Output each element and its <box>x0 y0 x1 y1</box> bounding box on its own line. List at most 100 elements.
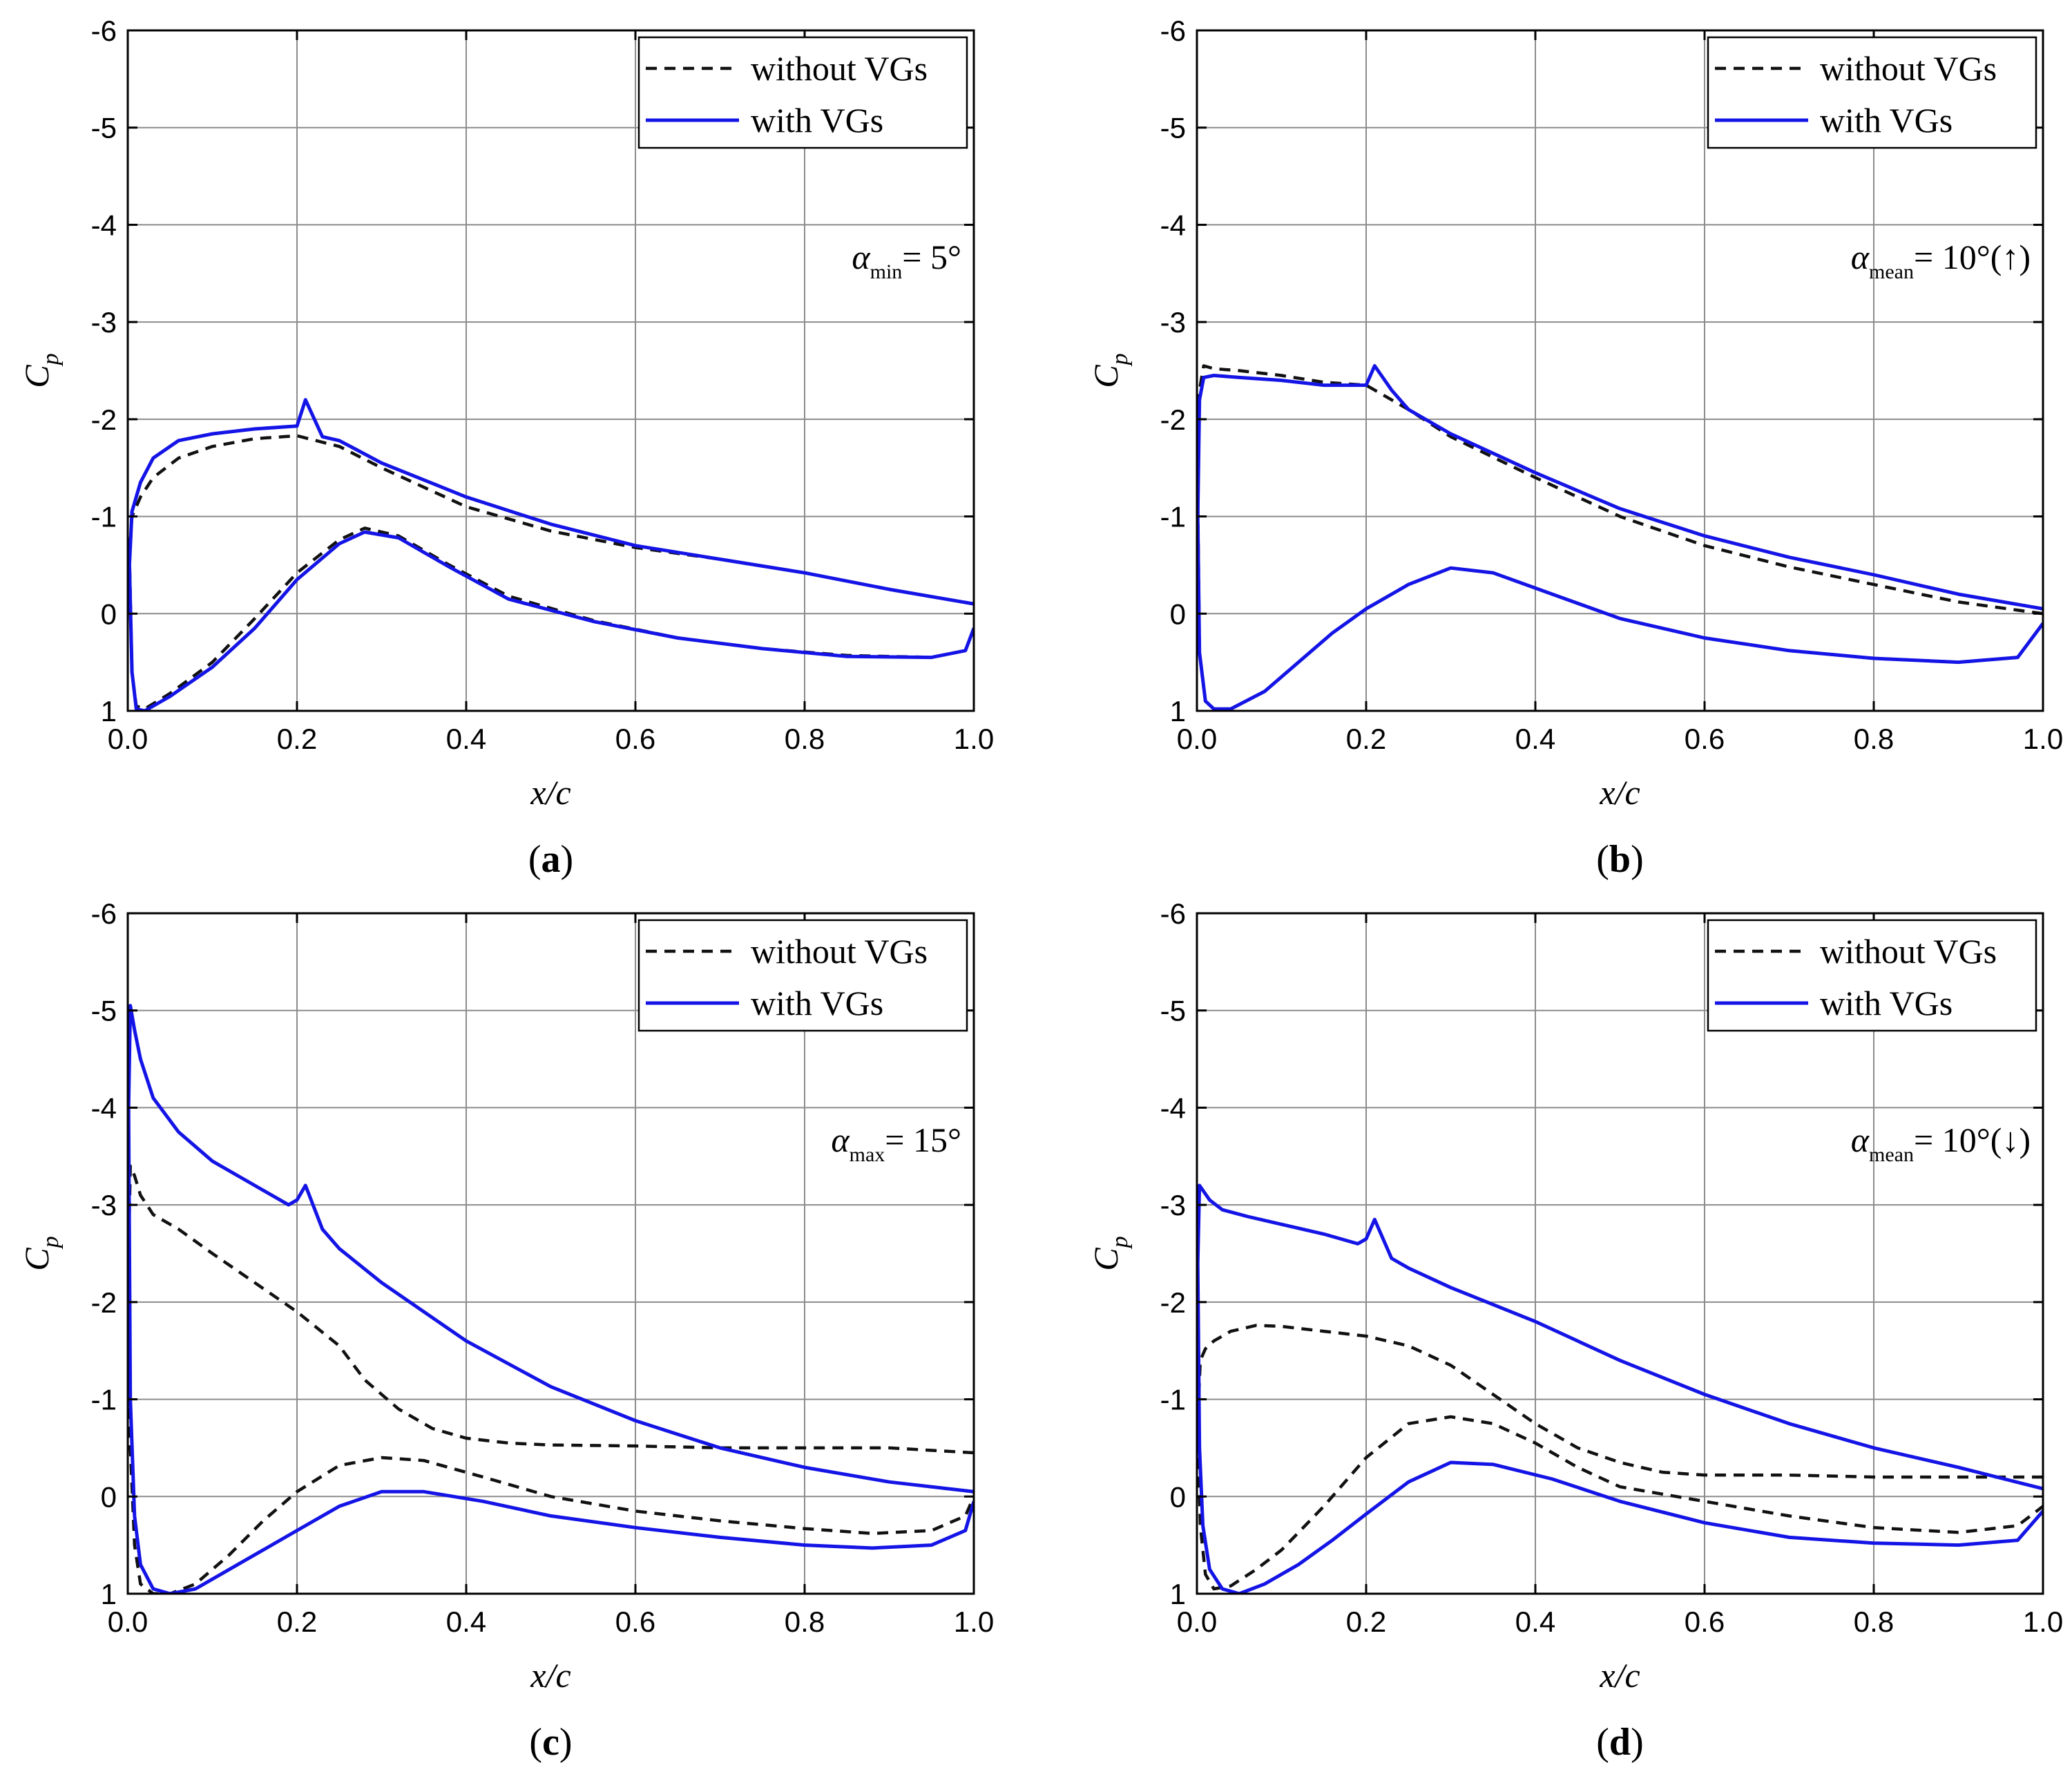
y-tick-label: 1 <box>1170 695 1186 727</box>
annotation-greek: α <box>1851 238 1870 276</box>
y-tick-label: 1 <box>101 695 117 727</box>
y-axis-label: Cp <box>1086 1236 1133 1270</box>
plot-frame <box>126 29 975 712</box>
legend-label-with-vgs: with VGs <box>1820 101 1953 140</box>
series-without-vgs <box>1197 1324 2043 1591</box>
y-tick-label: 1 <box>1170 1578 1186 1610</box>
x-tick-label: 0.6 <box>615 1605 655 1638</box>
y-tick-label: -6 <box>91 897 117 930</box>
legend-label-with-vgs: with VGs <box>1820 984 1953 1022</box>
panel-label-letter: a <box>541 838 561 881</box>
x-tick-label: 0.8 <box>785 723 825 755</box>
legend-label-with-vgs: with VGs <box>751 984 883 1022</box>
y-tick-label: -5 <box>1160 112 1186 144</box>
panel-label-letter: c <box>542 1721 559 1764</box>
chart-panel-c: 0.0 0.2 0.4 0.6 0.8 1.0 -6 -5 -4 -3 -2 -1 0 1 x/c Cp wit… <box>17 897 994 1764</box>
y-tick-label: -4 <box>91 1091 117 1124</box>
y-tick-label: -1 <box>1160 1384 1186 1416</box>
series-without-vgs <box>1197 364 2043 711</box>
x-tick-label: 1.0 <box>2023 723 2063 755</box>
legend-label-without-vgs: without VGs <box>1820 49 1997 88</box>
legend-label-with-vgs: with VGs <box>751 101 883 140</box>
ticks: 0.0 0.2 0.4 0.6 0.8 1.0 -6 -5 -4 -3 -2 -1 0 1 <box>91 897 995 1638</box>
x-tick-label: 1.0 <box>2023 1605 2063 1638</box>
y-tick-label: -3 <box>1160 1189 1186 1221</box>
plot-frame <box>1196 29 2044 712</box>
legend: without VGs with VGs <box>1707 36 2037 149</box>
y-tick-label: -6 <box>1160 897 1186 930</box>
legend-label-without-vgs: without VGs <box>1820 932 1997 971</box>
y-axis-label: Cp <box>17 1236 64 1270</box>
series-group <box>128 398 974 711</box>
annotation-value: = 10°(↓) <box>1914 1121 2031 1159</box>
y-axis-label-sub: p <box>1107 1236 1133 1249</box>
x-axis-label: x/c <box>530 773 570 812</box>
annotation: αmean= 10°(↑) <box>1851 238 2031 283</box>
series-group <box>128 1004 974 1594</box>
x-tick-label: 0.8 <box>1854 1605 1894 1638</box>
y-tick-label: -2 <box>91 1286 117 1319</box>
y-tick-label: -5 <box>1160 995 1186 1027</box>
panel-label-open: ( <box>529 1721 542 1764</box>
y-tick-label: -4 <box>1160 1091 1186 1124</box>
plot-frame <box>126 912 975 1595</box>
series-without-vgs <box>128 1164 974 1594</box>
y-tick-label: -1 <box>1160 501 1186 533</box>
y-tick-label: 0 <box>1170 598 1186 630</box>
legend: without VGs with VGs <box>637 36 968 149</box>
series-with-vgs <box>128 398 974 711</box>
x-tick-label: 0.6 <box>1685 723 1725 755</box>
chart-panel-a: 0.0 0.2 0.4 0.6 0.8 1.0 -6 -5 -4 -3 -2 -1 0 1 x/c Cp wit… <box>17 15 994 881</box>
panel-label-close: ) <box>561 838 574 881</box>
y-axis-label-main: C <box>17 1248 56 1271</box>
ticks: 0.0 0.2 0.4 0.6 0.8 1.0 -6 -5 -4 -3 -2 -1 0 1 <box>1160 15 2064 755</box>
x-axis-label: x/c <box>1599 773 1640 812</box>
series-with-vgs <box>128 1004 974 1594</box>
legend-box <box>1707 36 2037 149</box>
x-axis-label: x/c <box>530 1656 570 1695</box>
annotation-value: = 5° <box>902 238 961 276</box>
legend-label-without-vgs: without VGs <box>751 49 928 88</box>
legend: without VGs with VGs <box>1707 919 2037 1032</box>
panel-label: (b) <box>1596 838 1643 881</box>
annotation: αmean= 10°(↓) <box>1851 1121 2031 1166</box>
panel-label-close: ) <box>1631 838 1644 881</box>
y-tick-label: -2 <box>91 403 117 436</box>
legend-label-without-vgs: without VGs <box>751 932 928 971</box>
legend-box <box>1707 919 2037 1032</box>
ticks: 0.0 0.2 0.4 0.6 0.8 1.0 -6 -5 -4 -3 -2 -1 0 1 <box>91 15 995 755</box>
series-group <box>1197 1183 2043 1594</box>
x-tick-label: 1.0 <box>954 1605 994 1638</box>
x-tick-label: 0.4 <box>1515 1605 1555 1638</box>
series-with-vgs <box>1197 364 2043 711</box>
y-axis-label-sub: p <box>38 1236 64 1249</box>
y-tick-label: -1 <box>91 501 117 533</box>
plot-frame <box>1196 912 2044 1595</box>
legend: without VGs with VGs <box>637 919 968 1032</box>
x-tick-label: 1.0 <box>954 723 994 755</box>
y-tick-label: -6 <box>1160 15 1186 47</box>
y-tick-label: -3 <box>91 1189 117 1221</box>
grid <box>128 30 974 711</box>
series-with-vgs <box>1197 1183 2043 1594</box>
panel-label-letter: d <box>1609 1721 1631 1764</box>
x-tick-label: 0.0 <box>108 1605 148 1638</box>
y-axis-label-sub: p <box>1107 353 1133 366</box>
y-tick-label: -2 <box>1160 1286 1186 1319</box>
y-tick-label: -2 <box>1160 403 1186 436</box>
annotation-sub: mean <box>1869 1143 1914 1166</box>
x-tick-label: 0.6 <box>615 723 655 755</box>
y-axis-label-main: C <box>17 365 56 388</box>
annotation-greek: α <box>831 1121 850 1159</box>
panel-label-open: ( <box>1596 838 1609 881</box>
y-tick-label: -5 <box>91 995 117 1027</box>
x-axis-label: x/c <box>1599 1656 1640 1695</box>
y-axis-label: Cp <box>1086 353 1133 388</box>
annotation-greek: α <box>1851 1121 1870 1159</box>
series-group <box>1197 364 2043 711</box>
annotation-sub: max <box>850 1143 885 1166</box>
legend-box <box>637 36 968 149</box>
annotation: αmin= 5° <box>852 238 961 283</box>
panel-label-close: ) <box>1631 1721 1644 1764</box>
